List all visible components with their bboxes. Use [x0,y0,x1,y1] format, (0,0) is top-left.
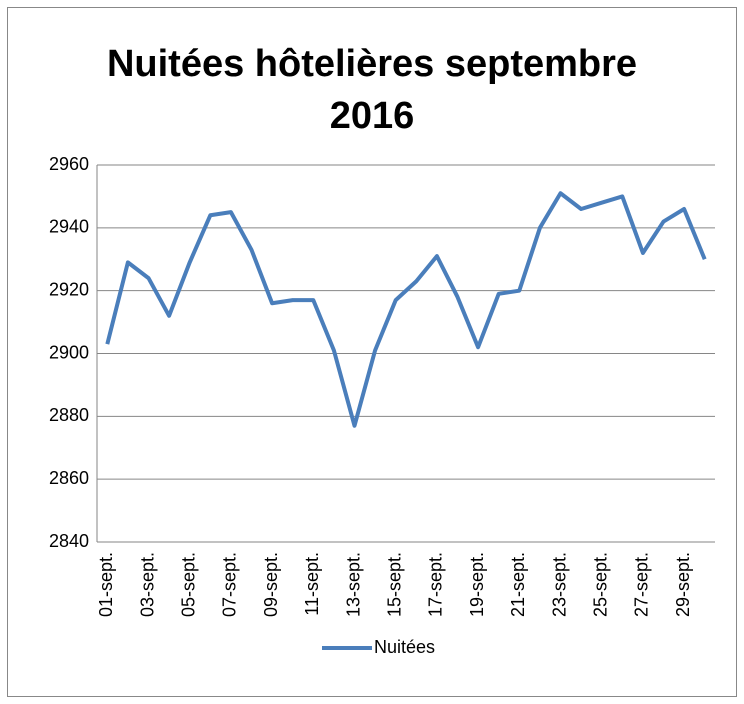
x-tick-label: 23-sept. [549,552,569,617]
y-tick-label: 2880 [49,405,89,425]
x-tick-label: 11-sept. [302,552,322,616]
x-tick-label: 07-sept. [220,552,240,617]
x-tick-label: 17-sept. [426,552,446,617]
y-tick-label: 2900 [49,342,89,362]
x-tick-label: 19-sept. [467,552,487,617]
y-tick-label: 2960 [49,154,89,174]
x-tick-label: 29-sept. [673,552,693,617]
y-tick-label: 2940 [49,217,89,237]
x-tick-label: 27-sept. [632,552,652,617]
y-tick-label: 2920 [49,279,89,299]
x-tick-label: 09-sept. [261,552,281,617]
line-series [105,191,707,428]
x-tick-label: 03-sept. [137,552,157,617]
x-tick-label: 05-sept. [178,552,198,617]
legend-label: Nuitées [374,637,435,657]
chart-border [7,7,737,697]
x-tick-label: 01-sept. [96,552,116,617]
y-tick-label: 2840 [49,531,89,551]
chart-title: Nuitées hôtelières septembre 2016 [106,43,638,137]
x-tick-label: 25-sept. [590,552,610,617]
x-tick-label: 13-sept. [343,552,363,617]
x-tick-label: 15-sept. [384,552,404,617]
y-tick-label: 2860 [49,468,89,488]
x-tick-label: 21-sept. [508,552,528,617]
